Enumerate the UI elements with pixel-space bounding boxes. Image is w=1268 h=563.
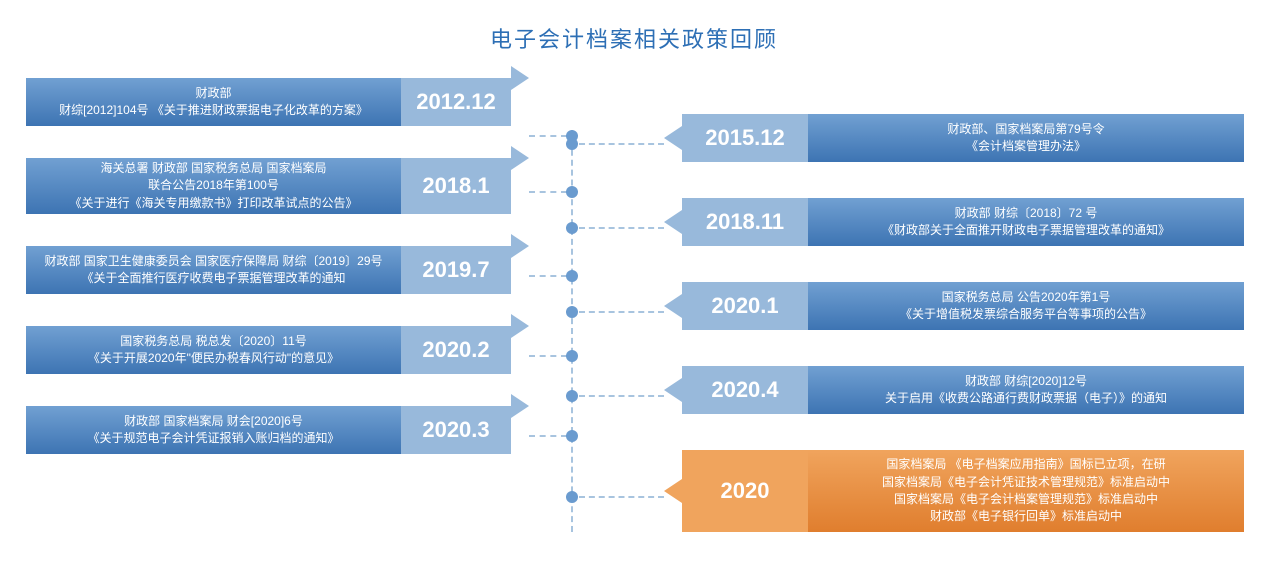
left-entry: 财政部 国家档案局 财会[2020]6号《关于规范电子会计凭证报销入账归档的通知…	[26, 406, 511, 454]
left-entry: 财政部财综[2012]104号 《关于推进财政票据电子化改革的方案》2012.1…	[26, 78, 511, 126]
entry-line: 《关于全面推行医疗收费电子票据管理改革的通知	[81, 270, 345, 287]
entry-line: 《关于进行《海关专用缴款书》打印改革试点的公告》	[69, 195, 357, 212]
entry-line: 国家税务总局 公告2020年第1号	[942, 289, 1111, 306]
arrow-left-icon	[664, 114, 682, 162]
entry-line: 财政部《电子银行回单》标准启动中	[930, 508, 1122, 525]
entry-line: 国家档案局 《电子档案应用指南》国标已立项，在研	[886, 456, 1165, 473]
connector	[529, 135, 567, 137]
timeline-node	[566, 430, 578, 442]
timeline-node	[566, 222, 578, 234]
entry-body: 国家税务总局 税总发〔2020〕11号《关于开展2020年"便民办税春风行动"的…	[26, 326, 401, 374]
timeline-node	[566, 186, 578, 198]
entry-line: 《关于规范电子会计凭证报销入账归档的通知》	[87, 430, 339, 447]
entry-date: 2020	[682, 450, 808, 532]
connector	[579, 496, 664, 498]
entry-line: 海关总署 财政部 国家税务总局 国家档案局	[100, 160, 326, 177]
arrow-left-icon	[664, 450, 682, 532]
right-entry: 2018.11财政部 财综〔2018〕72 号《财政部关于全面推开财政电子票据管…	[664, 198, 1244, 246]
entry-date: 2020.1	[682, 282, 808, 330]
arrow-left-icon	[664, 282, 682, 330]
entry-body: 财政部 国家卫生健康委员会 国家医疗保障局 财综〔2019〕29号《关于全面推行…	[26, 246, 401, 294]
entry-body: 国家档案局 《电子档案应用指南》国标已立项，在研国家档案局《电子会计凭证技术管理…	[808, 450, 1244, 532]
left-entry: 海关总署 财政部 国家税务总局 国家档案局联合公告2018年第100号《关于进行…	[26, 158, 511, 214]
connector	[579, 395, 664, 397]
entry-line: 关于启用《收费公路通行费财政票据（电子）》的通知	[885, 390, 1167, 407]
entry-date: 2019.7	[401, 246, 511, 294]
connector	[529, 191, 567, 193]
entry-line: 财政部 财综[2020]12号	[965, 373, 1087, 390]
timeline-node	[566, 350, 578, 362]
arrow-left-icon	[664, 366, 682, 414]
entry-date: 2020.4	[682, 366, 808, 414]
timeline-node	[566, 390, 578, 402]
right-entry: 2015.12财政部、国家档案局第79号令《会计档案管理办法》	[664, 114, 1244, 162]
entry-line: 《财政部关于全面推开财政电子票据管理改革的通知》	[882, 222, 1170, 239]
timeline-node	[566, 138, 578, 150]
entry-line: 《会计档案管理办法》	[966, 138, 1086, 155]
entry-body: 财政部 财综[2020]12号关于启用《收费公路通行费财政票据（电子）》的通知	[808, 366, 1244, 414]
connector	[579, 311, 664, 313]
entry-line: 《关于增值税发票综合服务平台等事项的公告》	[900, 306, 1152, 323]
entry-body: 国家税务总局 公告2020年第1号《关于增值税发票综合服务平台等事项的公告》	[808, 282, 1244, 330]
entry-line: 财政部 财综〔2018〕72 号	[955, 205, 1098, 222]
entry-body: 财政部、国家档案局第79号令《会计档案管理办法》	[808, 114, 1244, 162]
entry-line: 国家税务总局 税总发〔2020〕11号	[120, 333, 307, 350]
entry-date: 2018.1	[401, 158, 511, 214]
page-title: 电子会计档案相关政策回顾	[0, 0, 1268, 54]
entry-line: 财综[2012]104号 《关于推进财政票据电子化改革的方案》	[59, 102, 368, 119]
right-entry: 2020.4财政部 财综[2020]12号关于启用《收费公路通行费财政票据（电子…	[664, 366, 1244, 414]
connector	[529, 435, 567, 437]
connector	[579, 227, 664, 229]
left-entry: 财政部 国家卫生健康委员会 国家医疗保障局 财综〔2019〕29号《关于全面推行…	[26, 246, 511, 294]
entry-line: 联合公告2018年第100号	[148, 177, 279, 194]
entry-date: 2018.11	[682, 198, 808, 246]
entry-line: 国家档案局《电子会计档案管理规范》标准启动中	[894, 491, 1158, 508]
entry-body: 海关总署 财政部 国家税务总局 国家档案局联合公告2018年第100号《关于进行…	[26, 158, 401, 214]
timeline: 财政部财综[2012]104号 《关于推进财政票据电子化改革的方案》2012.1…	[0, 70, 1268, 560]
arrow-left-icon	[664, 198, 682, 246]
entry-line: 国家档案局《电子会计凭证技术管理规范》标准启动中	[882, 474, 1170, 491]
timeline-node	[566, 491, 578, 503]
connector	[529, 355, 567, 357]
right-entry: 2020.1国家税务总局 公告2020年第1号《关于增值税发票综合服务平台等事项…	[664, 282, 1244, 330]
entry-body: 财政部财综[2012]104号 《关于推进财政票据电子化改革的方案》	[26, 78, 401, 126]
entry-line: 财政部、国家档案局第79号令	[947, 121, 1104, 138]
entry-line: 财政部	[195, 85, 231, 102]
entry-line: 《关于开展2020年"便民办税春风行动"的意见》	[88, 350, 339, 367]
right-entry: 2020国家档案局 《电子档案应用指南》国标已立项，在研国家档案局《电子会计凭证…	[664, 450, 1244, 532]
entry-date: 2012.12	[401, 78, 511, 126]
timeline-node	[566, 270, 578, 282]
entry-date: 2020.2	[401, 326, 511, 374]
entry-line: 财政部 国家卫生健康委员会 国家医疗保障局 财综〔2019〕29号	[44, 253, 382, 270]
entry-date: 2020.3	[401, 406, 511, 454]
timeline-node	[566, 306, 578, 318]
entry-line: 财政部 国家档案局 财会[2020]6号	[124, 413, 303, 430]
connector	[529, 275, 567, 277]
entry-date: 2015.12	[682, 114, 808, 162]
entry-body: 财政部 财综〔2018〕72 号《财政部关于全面推开财政电子票据管理改革的通知》	[808, 198, 1244, 246]
left-entry: 国家税务总局 税总发〔2020〕11号《关于开展2020年"便民办税春风行动"的…	[26, 326, 511, 374]
entry-body: 财政部 国家档案局 财会[2020]6号《关于规范电子会计凭证报销入账归档的通知…	[26, 406, 401, 454]
connector	[579, 143, 664, 145]
